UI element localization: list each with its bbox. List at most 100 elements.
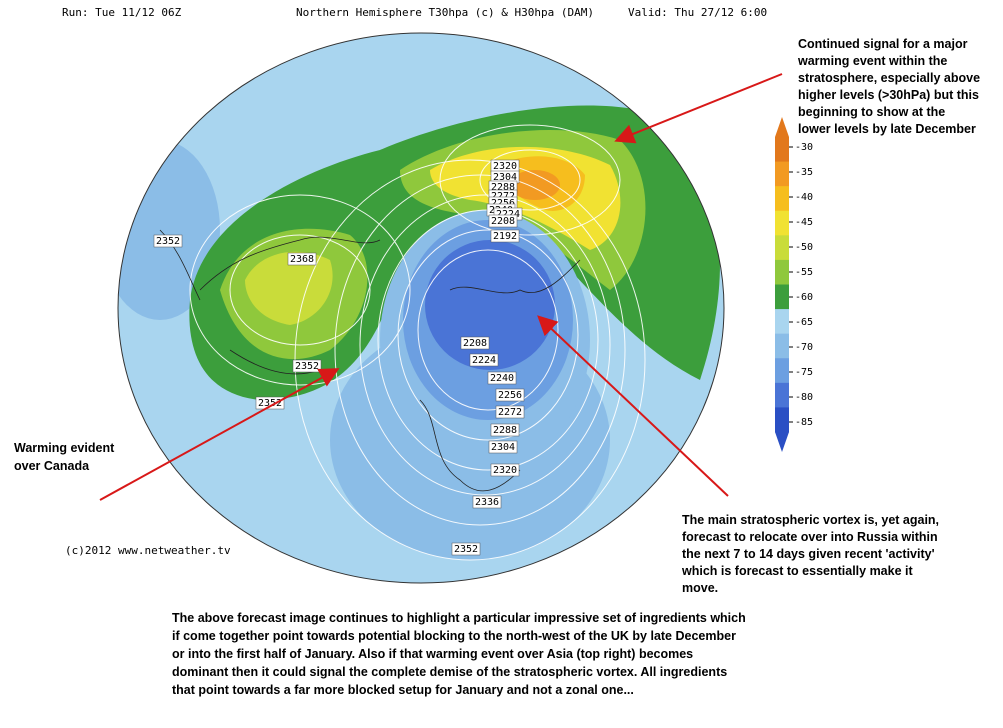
contour-label: 2288 <box>493 425 517 436</box>
annotation-line: higher levels (>30hPa) but this <box>798 88 979 102</box>
colorbar-tick-label: -80 <box>795 392 813 403</box>
copyright: (c)2012 www.netweather.tv <box>65 544 231 557</box>
contours <box>189 124 646 561</box>
colorbar-tick-label: -65 <box>795 317 813 328</box>
colorbar-tick-label: -55 <box>795 267 813 278</box>
contour-label: 2368 <box>290 254 314 265</box>
colorbar-tick-label: -60 <box>795 292 813 303</box>
colorbar-tick-label: -45 <box>795 217 813 228</box>
contour-label: 2288 <box>491 182 515 193</box>
annotation-line: beginning to show at the <box>798 105 945 119</box>
arrow <box>614 73 783 144</box>
contour-label-box <box>287 252 317 266</box>
contour-label: 2256 <box>498 390 522 401</box>
contour-label-box <box>153 234 183 248</box>
contour-label: 2304 <box>493 172 517 183</box>
contour-label: 2192 <box>493 231 517 242</box>
contour-label: 2336 <box>475 497 499 508</box>
contour-label: 2272 <box>491 191 515 202</box>
contour-label-box <box>488 214 518 228</box>
colorbar-tick-label: -50 <box>795 242 813 253</box>
annotation-line: lower levels by late December <box>798 122 976 136</box>
contour-label: 2224 <box>472 355 496 366</box>
contour-label-box <box>490 229 520 243</box>
contour-label-box <box>488 440 518 454</box>
colorbar: -30 -35 -40 -45 -50 -55 -60 -65 -70 -75 -80 -85 <box>775 117 813 452</box>
contour-label-box <box>469 353 499 367</box>
colorbar-segment <box>775 161 789 187</box>
coastlines <box>159 229 581 492</box>
valid-label: Valid: Thu 27/12 6:00 <box>628 6 767 19</box>
annotation-line: that point towards a far more blocked se… <box>172 683 634 697</box>
annotation-line: if come together point towards potential… <box>172 629 736 643</box>
annotation-line: warming event within the <box>797 54 947 68</box>
colorbar-segment <box>775 210 789 236</box>
contour-label: 2256 <box>491 198 515 209</box>
colorbar-segment <box>775 382 789 408</box>
contour-label: 2352 <box>156 236 180 247</box>
colorbar-cap <box>775 432 789 452</box>
colorbar-segment <box>775 235 789 261</box>
contour-label-box <box>472 495 502 509</box>
colorbar-segment <box>775 309 789 335</box>
contour-label: 2208 <box>463 338 487 349</box>
contour-label: 2272 <box>498 407 522 418</box>
annotation-line: which is forecast to essentially make it <box>681 564 913 578</box>
contour-label: 2352 <box>295 361 319 372</box>
annotation-line: forecast to relocate over into Russia wi… <box>682 530 938 544</box>
map <box>118 33 724 583</box>
colorbar-tick-label: -30 <box>795 142 813 153</box>
contour-label: 2320 <box>493 465 517 476</box>
contour-label: 2352 <box>454 544 478 555</box>
colorbar-tick-label: -35 <box>795 167 813 178</box>
annotation-line: or into the first half of January. Also … <box>172 647 693 661</box>
contour-label-box <box>460 336 490 350</box>
annotation-line: over Canada <box>14 459 90 473</box>
colorbar-segment <box>775 284 789 310</box>
colorbar-tick-label: -70 <box>795 342 813 353</box>
contour-label: 2304 <box>491 442 515 453</box>
map-border <box>117 32 725 584</box>
vortex-core <box>425 240 555 370</box>
contour-labels: 2320230422882272225622402224220821922352… <box>153 159 525 556</box>
colorbar-segment <box>775 186 789 212</box>
annotation-line: stratosphere, especially above <box>798 71 980 85</box>
colorbar-segment <box>775 137 789 163</box>
contour-label-box <box>487 371 517 385</box>
arrow <box>537 315 729 497</box>
contour-label: 2224 <box>496 209 520 220</box>
annotation-line: the next 7 to 14 days given recent 'acti… <box>682 547 935 561</box>
annotation-line: The main stratospheric vortex is, yet ag… <box>682 513 939 527</box>
colorbar-segment <box>775 358 789 384</box>
annotation-line: dominant then it could signal the comple… <box>172 665 727 679</box>
warm-region <box>245 251 333 325</box>
annotation-line: Warming evident <box>14 441 115 455</box>
colorbar-tick-label: -85 <box>795 417 813 428</box>
colorbar-segment <box>775 333 789 359</box>
contour-label-box <box>255 396 285 410</box>
contour-label-box <box>292 359 322 373</box>
annotation-line: Continued signal for a major <box>798 37 968 51</box>
annotation-line: move. <box>682 581 718 595</box>
colorbar-cap <box>775 117 789 137</box>
contour-label: 2352 <box>258 398 282 409</box>
contour-label-box <box>490 463 520 477</box>
contour-label: 2240 <box>490 373 514 384</box>
colorbar-segment <box>775 407 789 433</box>
contour-label: 2320 <box>493 161 517 172</box>
contour-label-box <box>495 405 525 419</box>
colorbar-segment <box>775 259 789 285</box>
contour-label-box <box>451 542 481 556</box>
contour-label-box <box>490 423 520 437</box>
contour-label-box <box>495 388 525 402</box>
run-label: Run: Tue 11/12 06Z <box>62 6 182 19</box>
annotations: Continued signal for a major warming even… <box>14 37 980 697</box>
colorbar-tick-label: -40 <box>795 192 813 203</box>
arrow <box>99 368 340 501</box>
map-title: Northern Hemisphere T30hpa (c) & H30hpa … <box>296 6 594 19</box>
warm-core <box>510 170 560 200</box>
annotation-line: The above forecast image continues to hi… <box>172 611 746 625</box>
contour-label: 2208 <box>491 216 515 227</box>
